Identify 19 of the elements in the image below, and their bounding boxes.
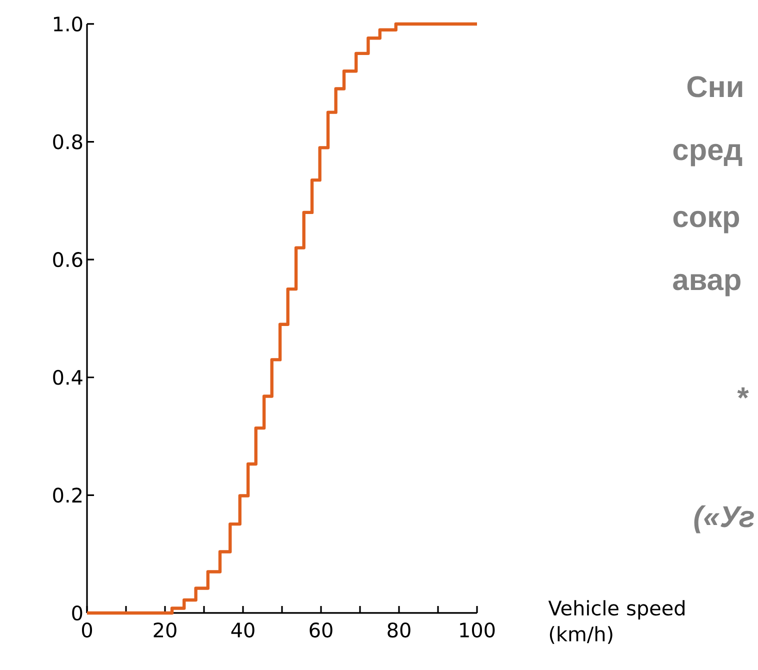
x-tick-label: 40	[231, 622, 254, 638]
text: Сни	[687, 76, 742, 98]
x-tick-label: 20	[154, 622, 176, 638]
x-tick-label: 0	[82, 622, 92, 638]
x-tick-label: 80	[388, 622, 410, 638]
text: («Уг	[694, 505, 754, 534]
y-tick-label: 0.2	[53, 488, 82, 503]
y-tick-label: 0.8	[53, 134, 82, 150]
y-tick-label: 0	[72, 605, 82, 621]
text: сокр	[673, 210, 740, 234]
y-tick-label: 0.4	[53, 370, 82, 385]
text: *	[737, 387, 749, 399]
text: авар	[673, 274, 740, 296]
x-axis-title: Vehicle speed (km/h)	[548, 600, 684, 644]
text: сред	[673, 144, 742, 166]
x-tick-label: 60	[310, 622, 332, 638]
y-tick-label: 1.0	[54, 16, 82, 32]
x-tick-label: 100	[460, 622, 495, 638]
y-tick-label: 0.6	[53, 252, 82, 268]
